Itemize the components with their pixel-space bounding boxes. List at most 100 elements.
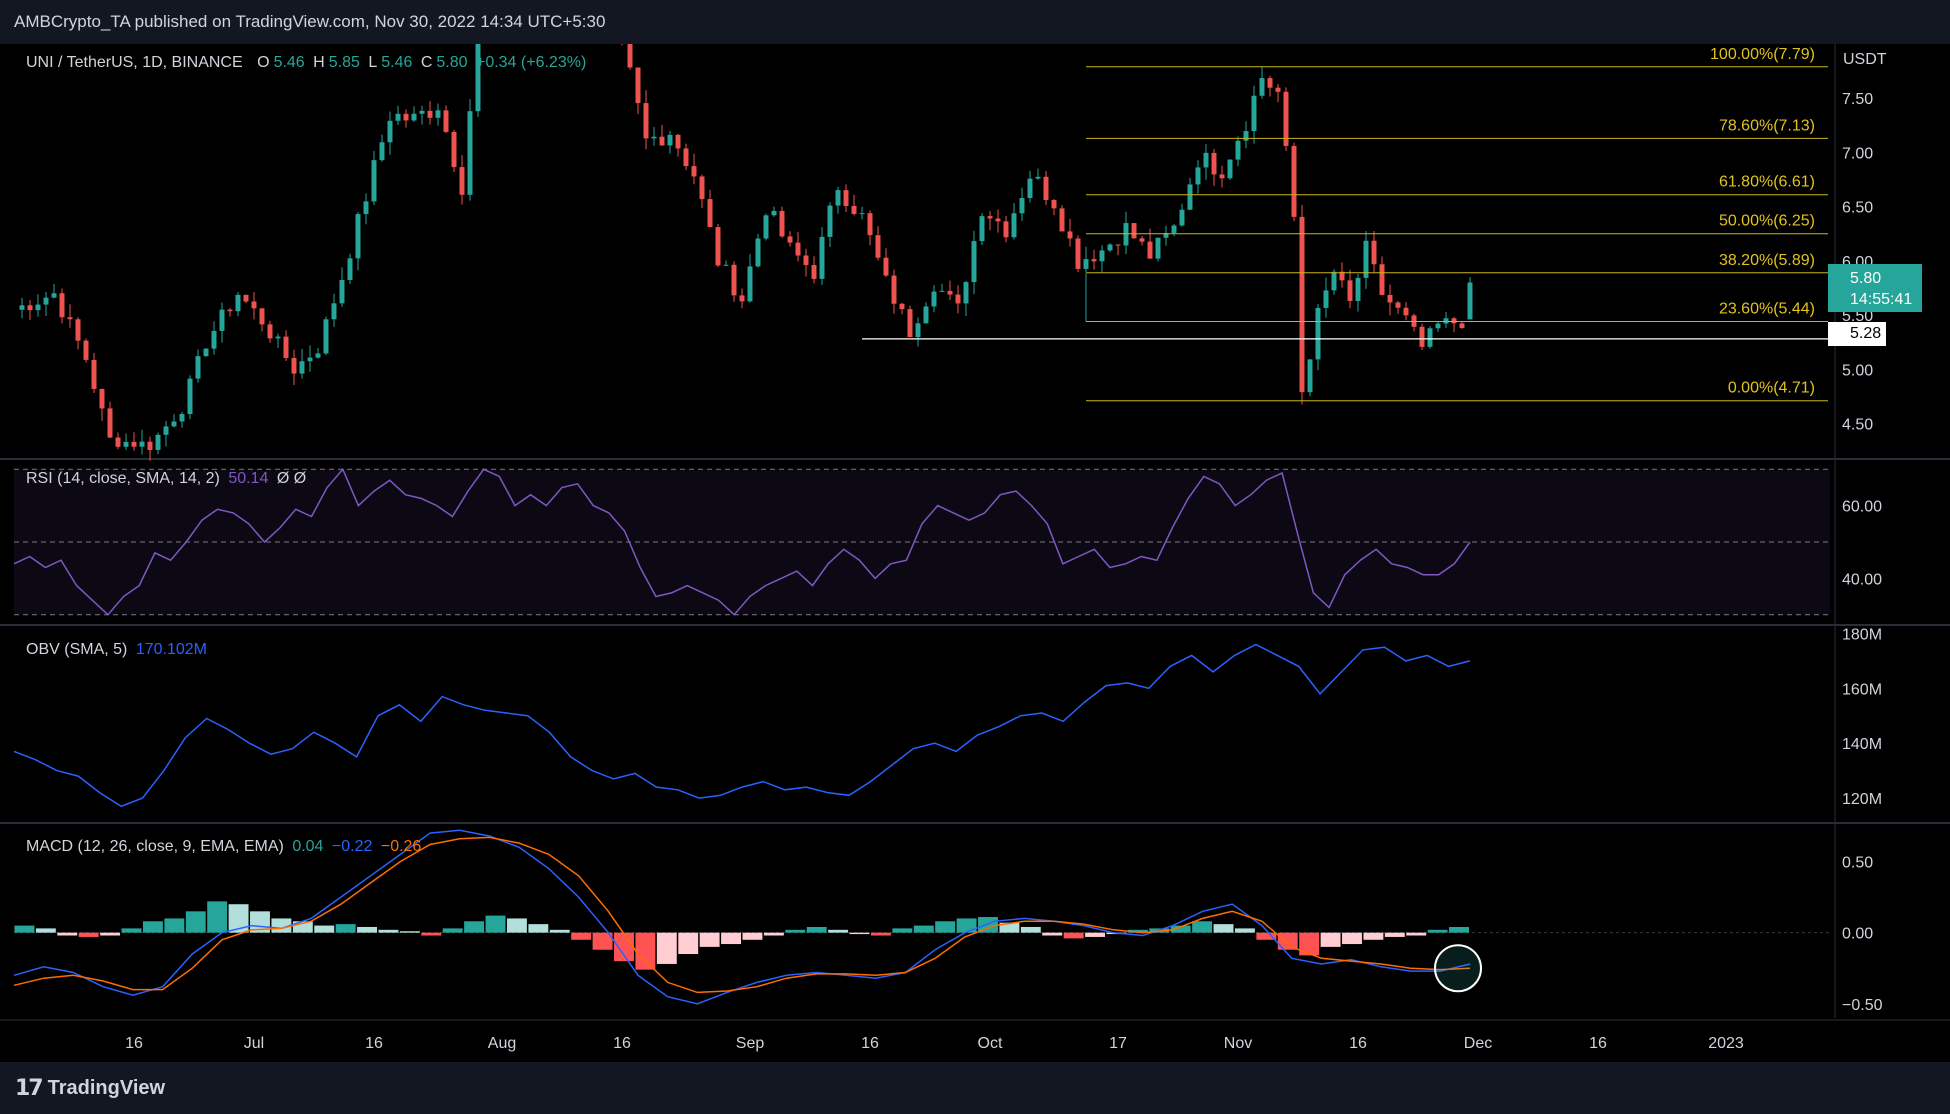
candle-body <box>1147 241 1153 259</box>
candle-body <box>699 176 705 200</box>
candle <box>1235 136 1241 167</box>
candle-body <box>235 294 241 312</box>
candle-body <box>251 301 257 309</box>
time-axis-tick: Nov <box>1224 1035 1252 1052</box>
published-text: AMBCrypto_TA published on TradingView.co… <box>14 12 606 31</box>
time-axis-tick: Oct <box>978 1035 1003 1052</box>
candle <box>1467 277 1473 320</box>
candle <box>1283 87 1289 151</box>
candle <box>475 44 481 117</box>
macd-histogram-bar <box>1427 929 1448 933</box>
macd-histogram-bar <box>35 928 56 933</box>
brand-name: TradingView <box>47 1077 166 1099</box>
candle <box>451 130 457 173</box>
candle-body <box>1251 95 1257 132</box>
candle-body <box>1067 231 1073 239</box>
candle-body <box>1291 145 1297 217</box>
candle-body <box>1171 225 1177 233</box>
candle-body <box>1371 240 1377 265</box>
candle-body <box>1075 238 1081 269</box>
candle <box>1019 187 1025 221</box>
candle <box>1155 237 1161 262</box>
candle-body <box>803 255 809 266</box>
macd-histogram-bar <box>57 932 78 936</box>
macd-histogram-bar <box>1406 932 1427 936</box>
candle-body <box>1179 209 1185 226</box>
symbol-label[interactable]: UNI / TetherUS, 1D, BINANCE <box>26 54 243 71</box>
candle <box>43 291 49 317</box>
macd-histogram-bar <box>913 925 934 933</box>
candle-body <box>19 305 25 310</box>
candle-body <box>131 441 137 447</box>
macd-histogram-bar <box>935 921 956 933</box>
candle <box>1179 203 1185 227</box>
candle-body <box>227 309 233 312</box>
candle-body <box>115 437 121 447</box>
chart-canvas[interactable]: 100.00%(7.79) 78.60%(7.13) 61.80%(6.61) 50.… <box>0 44 1950 1062</box>
candle <box>1291 142 1297 221</box>
candle <box>339 267 345 307</box>
obv-label[interactable]: OBV (SMA, 5) <box>26 641 128 658</box>
macd-histogram-bar <box>614 932 634 962</box>
candle <box>1379 256 1385 296</box>
rsi-axis-tick: 60.00 <box>1842 499 1882 516</box>
candle-body <box>171 421 177 427</box>
macd-label[interactable]: MACD (12, 26, close, 9, EMA, EMA) <box>26 838 284 855</box>
time-axis-tick: 17 <box>1109 1035 1127 1052</box>
candle-body <box>795 242 801 256</box>
macd-histogram-bar <box>1127 929 1148 933</box>
macd-histogram-bar <box>721 932 741 945</box>
macd-hist-value: 0.04 <box>292 838 324 855</box>
candle-body <box>1035 176 1041 179</box>
fib-100-label: 100.00%(7.79) <box>1710 46 1815 63</box>
macd-histogram-bar <box>185 911 206 933</box>
candle <box>1083 246 1089 273</box>
candle <box>763 213 769 241</box>
candle <box>771 206 777 217</box>
candle-body <box>291 357 297 374</box>
candle <box>1419 323 1425 350</box>
candle-body <box>683 148 689 167</box>
candle <box>739 288 745 309</box>
last-price: 5.80 <box>1850 270 1882 287</box>
rsi-label[interactable]: RSI (14, close, SMA, 14, 2) <box>26 470 220 487</box>
candle <box>411 106 417 123</box>
candle <box>1459 321 1465 329</box>
candle-body <box>1275 87 1281 92</box>
candle <box>379 134 385 162</box>
candle <box>1227 159 1233 180</box>
candle-body <box>1123 223 1129 246</box>
candle <box>211 321 217 355</box>
macd-histogram-bar <box>421 932 442 936</box>
macd-histogram-bar <box>14 925 35 933</box>
candle-body <box>1203 152 1209 168</box>
candle <box>907 305 913 338</box>
candle <box>1299 204 1305 405</box>
candle <box>1139 235 1145 246</box>
candle <box>931 285 937 313</box>
tradingview-brand[interactable]: 17 TradingView <box>15 1076 165 1101</box>
macd-histogram-bar <box>892 928 913 933</box>
candle-body <box>1011 213 1017 238</box>
candle <box>363 193 369 225</box>
candle-body <box>1435 323 1441 329</box>
obv-line <box>13 643 1471 808</box>
candle <box>99 388 105 421</box>
fib-618-label: 61.80%(6.61) <box>1719 174 1815 191</box>
candle <box>1003 215 1009 243</box>
candle <box>923 302 929 324</box>
candle <box>355 212 361 271</box>
open-label: O <box>257 54 270 71</box>
candle <box>1331 268 1337 295</box>
candle <box>299 348 305 379</box>
candle-body <box>211 330 217 349</box>
candle-body <box>931 291 937 307</box>
obv-legend: OBV (SMA, 5) 170.102M <box>26 641 211 659</box>
candle-body <box>475 44 481 112</box>
candle-body <box>995 218 1001 222</box>
candle <box>267 320 273 343</box>
fib-500-label: 50.00%(6.25) <box>1719 213 1815 230</box>
candle-body <box>59 293 65 318</box>
candle <box>715 223 721 267</box>
candle-body <box>387 120 393 143</box>
